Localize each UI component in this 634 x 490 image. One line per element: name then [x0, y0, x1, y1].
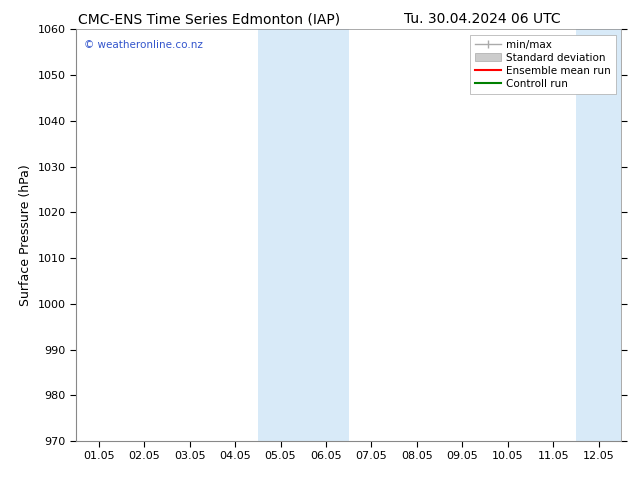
Text: © weatheronline.co.nz: © weatheronline.co.nz	[84, 40, 203, 49]
Text: Tu. 30.04.2024 06 UTC: Tu. 30.04.2024 06 UTC	[403, 12, 560, 26]
Bar	[576, 29, 634, 441]
Y-axis label: Surface Pressure (hPa): Surface Pressure (hPa)	[19, 164, 32, 306]
Bar	[258, 29, 349, 441]
Legend: min/max, Standard deviation, Ensemble mean run, Controll run: min/max, Standard deviation, Ensemble me…	[470, 35, 616, 95]
Text: CMC-ENS Time Series Edmonton (IAP): CMC-ENS Time Series Edmonton (IAP)	[78, 12, 340, 26]
